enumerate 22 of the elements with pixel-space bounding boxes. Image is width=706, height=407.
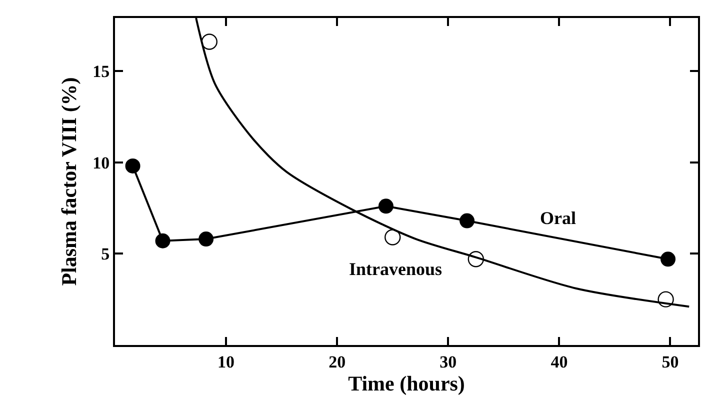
point	[378, 198, 394, 214]
x-tick-label: 40	[550, 352, 568, 372]
point	[658, 291, 674, 308]
x-axis-title: Time (hours)	[348, 371, 465, 396]
x-tick-label: 10	[218, 352, 235, 372]
y-tick-label: 5	[101, 244, 110, 264]
x-tick-label: 20	[328, 352, 346, 372]
x-tick-label: 50	[662, 352, 679, 372]
point	[198, 232, 214, 247]
point	[460, 213, 475, 228]
point	[125, 158, 140, 174]
point	[201, 34, 218, 50]
y-tick-label: 10	[92, 153, 110, 172]
y-axis-title: Plasma factor VIII (%)	[57, 77, 82, 286]
x-tick-label: 30	[440, 352, 457, 372]
point	[468, 251, 484, 268]
series-label: Intravenous	[349, 259, 442, 279]
y-tick-label: 15	[92, 62, 110, 81]
point	[384, 229, 401, 246]
point	[155, 233, 170, 248]
point	[660, 252, 676, 267]
series-label: Oral	[540, 208, 576, 228]
